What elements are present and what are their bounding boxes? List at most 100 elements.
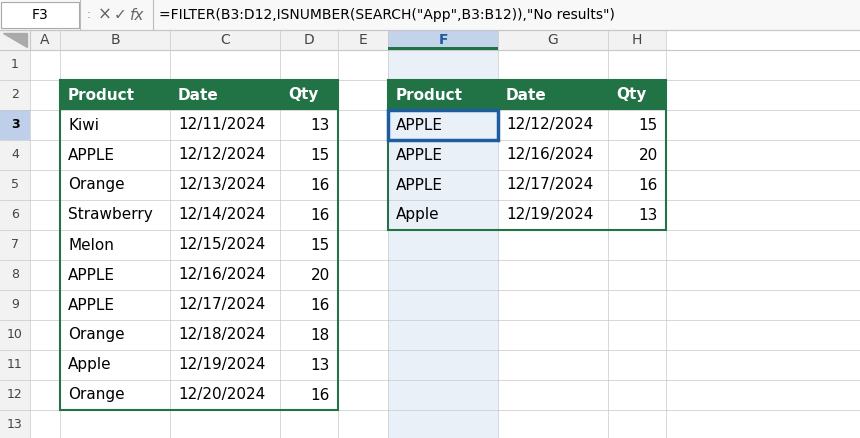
Bar — [60, 80, 338, 410]
Text: Strawberry: Strawberry — [68, 208, 153, 223]
Text: 15: 15 — [310, 148, 330, 162]
Text: 13: 13 — [310, 117, 330, 133]
Bar — [498, 30, 608, 50]
Text: Orange: Orange — [68, 328, 125, 343]
Text: 12/19/2024: 12/19/2024 — [178, 357, 266, 372]
Text: 5: 5 — [11, 179, 19, 191]
Text: F3: F3 — [32, 8, 48, 22]
Text: 12/13/2024: 12/13/2024 — [178, 177, 266, 192]
Bar — [280, 30, 338, 50]
Text: 12/14/2024: 12/14/2024 — [178, 208, 265, 223]
Bar — [608, 30, 666, 50]
Text: G: G — [548, 33, 558, 47]
Text: ✓: ✓ — [114, 7, 126, 22]
Text: 12/16/2024: 12/16/2024 — [506, 148, 593, 162]
Text: APPLE: APPLE — [68, 268, 115, 283]
Text: 16: 16 — [310, 177, 330, 192]
Text: :: : — [87, 8, 91, 21]
Text: D: D — [304, 33, 315, 47]
Bar — [338, 30, 388, 50]
Text: B: B — [110, 33, 120, 47]
Text: 12/12/2024: 12/12/2024 — [506, 117, 593, 133]
Text: fx: fx — [130, 7, 144, 22]
Text: Orange: Orange — [68, 388, 125, 403]
Text: Melon: Melon — [68, 237, 114, 252]
Text: ×: × — [98, 6, 112, 24]
Text: C: C — [220, 33, 230, 47]
Bar — [0, 290, 30, 320]
Text: 16: 16 — [310, 388, 330, 403]
Text: Product: Product — [396, 88, 463, 102]
Bar — [388, 170, 498, 200]
Bar — [608, 80, 666, 110]
Text: APPLE: APPLE — [396, 117, 443, 133]
Bar — [0, 200, 30, 230]
Bar — [0, 110, 30, 140]
Bar — [170, 80, 280, 110]
Bar — [388, 50, 498, 80]
Text: 1: 1 — [11, 59, 19, 71]
Bar — [388, 200, 498, 230]
Bar — [388, 30, 498, 50]
Text: 6: 6 — [11, 208, 19, 222]
Text: 12: 12 — [7, 389, 23, 402]
Text: 12/16/2024: 12/16/2024 — [178, 268, 266, 283]
Bar — [30, 30, 60, 50]
Text: E: E — [359, 33, 367, 47]
Text: 16: 16 — [310, 297, 330, 312]
Bar — [388, 80, 498, 110]
Text: 12/18/2024: 12/18/2024 — [178, 328, 265, 343]
Bar — [0, 350, 30, 380]
Bar — [388, 320, 498, 350]
Bar — [498, 80, 608, 110]
Text: APPLE: APPLE — [396, 148, 443, 162]
Bar — [0, 30, 30, 50]
Bar — [388, 290, 498, 320]
Text: Apple: Apple — [68, 357, 112, 372]
Text: 12/12/2024: 12/12/2024 — [178, 148, 265, 162]
Text: 9: 9 — [11, 299, 19, 311]
Bar — [388, 110, 498, 140]
Bar — [0, 0, 860, 30]
Text: 16: 16 — [639, 177, 658, 192]
Text: APPLE: APPLE — [68, 148, 115, 162]
Text: F: F — [439, 33, 448, 47]
Text: 3: 3 — [10, 119, 19, 131]
Bar — [388, 80, 498, 110]
Text: Product: Product — [68, 88, 135, 102]
Text: 13: 13 — [639, 208, 658, 223]
Text: A: A — [40, 33, 50, 47]
Bar — [388, 260, 498, 290]
Text: 13: 13 — [7, 418, 23, 431]
Bar — [0, 50, 30, 80]
Bar — [60, 30, 170, 50]
Text: APPLE: APPLE — [396, 177, 443, 192]
Text: Orange: Orange — [68, 177, 125, 192]
Text: H: H — [632, 33, 642, 47]
Text: =FILTER(B3:D12,ISNUMBER(SEARCH("App",B3:B12)),"No results"): =FILTER(B3:D12,ISNUMBER(SEARCH("App",B3:… — [159, 8, 615, 22]
Text: 13: 13 — [310, 357, 330, 372]
Bar — [0, 170, 30, 200]
Text: 2: 2 — [11, 88, 19, 102]
Text: 12/20/2024: 12/20/2024 — [178, 388, 265, 403]
Text: 12/15/2024: 12/15/2024 — [178, 237, 265, 252]
Polygon shape — [3, 33, 27, 47]
Bar — [388, 47, 498, 50]
Text: 12/17/2024: 12/17/2024 — [178, 297, 265, 312]
Text: 18: 18 — [310, 328, 330, 343]
Text: 20: 20 — [639, 148, 658, 162]
Bar — [0, 230, 30, 260]
Bar — [388, 140, 498, 170]
Text: 12/11/2024: 12/11/2024 — [178, 117, 265, 133]
Text: APPLE: APPLE — [68, 297, 115, 312]
Text: 20: 20 — [310, 268, 330, 283]
Text: Qty: Qty — [288, 88, 318, 102]
Text: 8: 8 — [11, 268, 19, 282]
Bar — [388, 230, 498, 260]
Bar — [0, 380, 30, 410]
Text: 16: 16 — [310, 208, 330, 223]
Bar — [0, 260, 30, 290]
Text: Kiwi: Kiwi — [68, 117, 99, 133]
Text: 12/17/2024: 12/17/2024 — [506, 177, 593, 192]
Text: 10: 10 — [7, 328, 23, 342]
